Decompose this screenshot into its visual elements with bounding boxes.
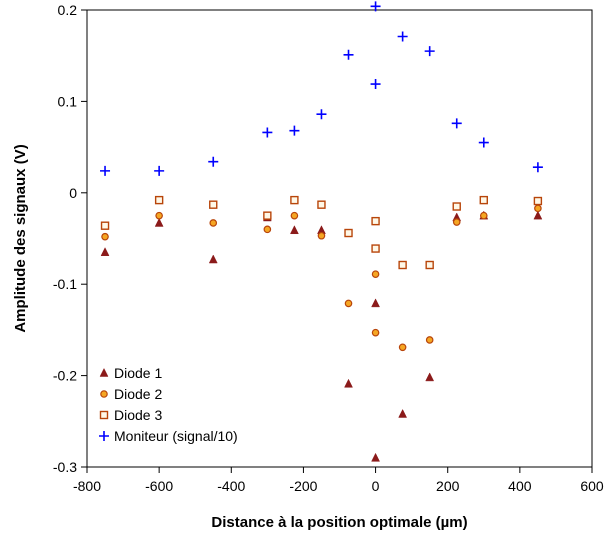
data-point — [209, 219, 218, 227]
data-point — [451, 118, 462, 129]
legend-label: Moniteur (signal/10) — [114, 428, 238, 444]
data-point — [371, 328, 380, 337]
data-point — [316, 109, 327, 120]
data-point — [101, 232, 109, 241]
data-points — [100, 1, 543, 462]
y-tick-label: 0.2 — [58, 2, 78, 18]
legend-label: Diode 1 — [114, 365, 162, 381]
y-tick-label: 0 — [69, 185, 77, 201]
data-point — [263, 211, 272, 220]
legend: Diode 1 Diode 2 Diode 3 Moniteur (signal/10… — [99, 365, 238, 444]
series-3 — [100, 195, 543, 270]
data-point — [425, 336, 434, 344]
data-point — [344, 378, 353, 388]
data-point — [452, 202, 461, 211]
y-axis: -0.3 -0.2 -0.1 0 0.1 0.2 — [53, 2, 87, 475]
data-point — [100, 165, 111, 176]
data-point — [370, 79, 381, 90]
data-point — [370, 1, 381, 12]
data-point — [425, 260, 434, 270]
legend-marker — [99, 410, 109, 420]
data-point — [479, 211, 488, 220]
data-point — [263, 225, 272, 234]
data-point — [371, 216, 380, 226]
x-axis-title: Distance à la position optimale (µm) — [211, 514, 467, 531]
data-point — [100, 247, 110, 256]
data-point — [290, 225, 299, 235]
data-point — [479, 195, 488, 205]
data-point — [290, 195, 299, 205]
data-point — [209, 200, 218, 209]
x-axis: -800 -600 -400 -200 0 200 400 600 — [73, 467, 604, 494]
data-point — [154, 195, 164, 205]
x-tick-label: -800 — [73, 478, 101, 494]
legend-marker — [99, 431, 109, 441]
data-point — [424, 46, 435, 57]
data-point — [371, 244, 380, 253]
data-point — [398, 408, 408, 418]
x-tick-label: -600 — [145, 478, 173, 494]
data-point — [398, 260, 407, 270]
data-point — [344, 228, 353, 238]
data-point — [262, 127, 273, 138]
plot-area — [86, 9, 593, 468]
data-point — [371, 452, 380, 462]
data-point — [371, 270, 380, 278]
data-point — [398, 343, 407, 352]
legend-marker — [99, 367, 109, 377]
data-point — [289, 125, 300, 136]
legend-label: Diode 2 — [114, 386, 162, 402]
data-point — [533, 196, 543, 206]
x-tick-label: -400 — [217, 478, 245, 494]
y-tick-label: -0.2 — [53, 368, 77, 384]
data-point — [208, 156, 219, 167]
data-point — [154, 217, 164, 227]
data-point — [317, 231, 326, 240]
x-tick-label: 200 — [436, 478, 460, 494]
data-point — [371, 298, 380, 308]
x-tick-label: 400 — [508, 478, 532, 494]
data-point — [155, 211, 163, 220]
data-point — [344, 299, 353, 308]
data-point — [208, 254, 218, 264]
data-point — [154, 165, 165, 176]
data-point — [425, 372, 435, 382]
x-tick-label: -200 — [289, 478, 317, 494]
data-point — [534, 204, 542, 213]
data-point — [397, 31, 408, 42]
y-axis-title: Amplitude des signaux (V) — [12, 144, 29, 332]
y-tick-label: 0.1 — [58, 93, 78, 109]
x-tick-label: 0 — [372, 478, 380, 494]
data-point — [290, 211, 299, 220]
y-tick-label: -0.3 — [53, 459, 77, 475]
data-point — [343, 49, 354, 60]
data-point — [533, 210, 543, 220]
data-point — [317, 200, 326, 209]
x-tick-label: 600 — [580, 478, 604, 494]
y-tick-label: -0.1 — [53, 276, 77, 292]
data-point — [478, 137, 489, 148]
series-4 — [100, 1, 543, 176]
data-point — [100, 221, 110, 230]
data-point — [532, 162, 543, 173]
plot-frame — [86, 9, 593, 468]
data-point — [452, 218, 461, 226]
legend-label: Diode 3 — [114, 407, 162, 423]
legend-marker — [100, 390, 108, 398]
